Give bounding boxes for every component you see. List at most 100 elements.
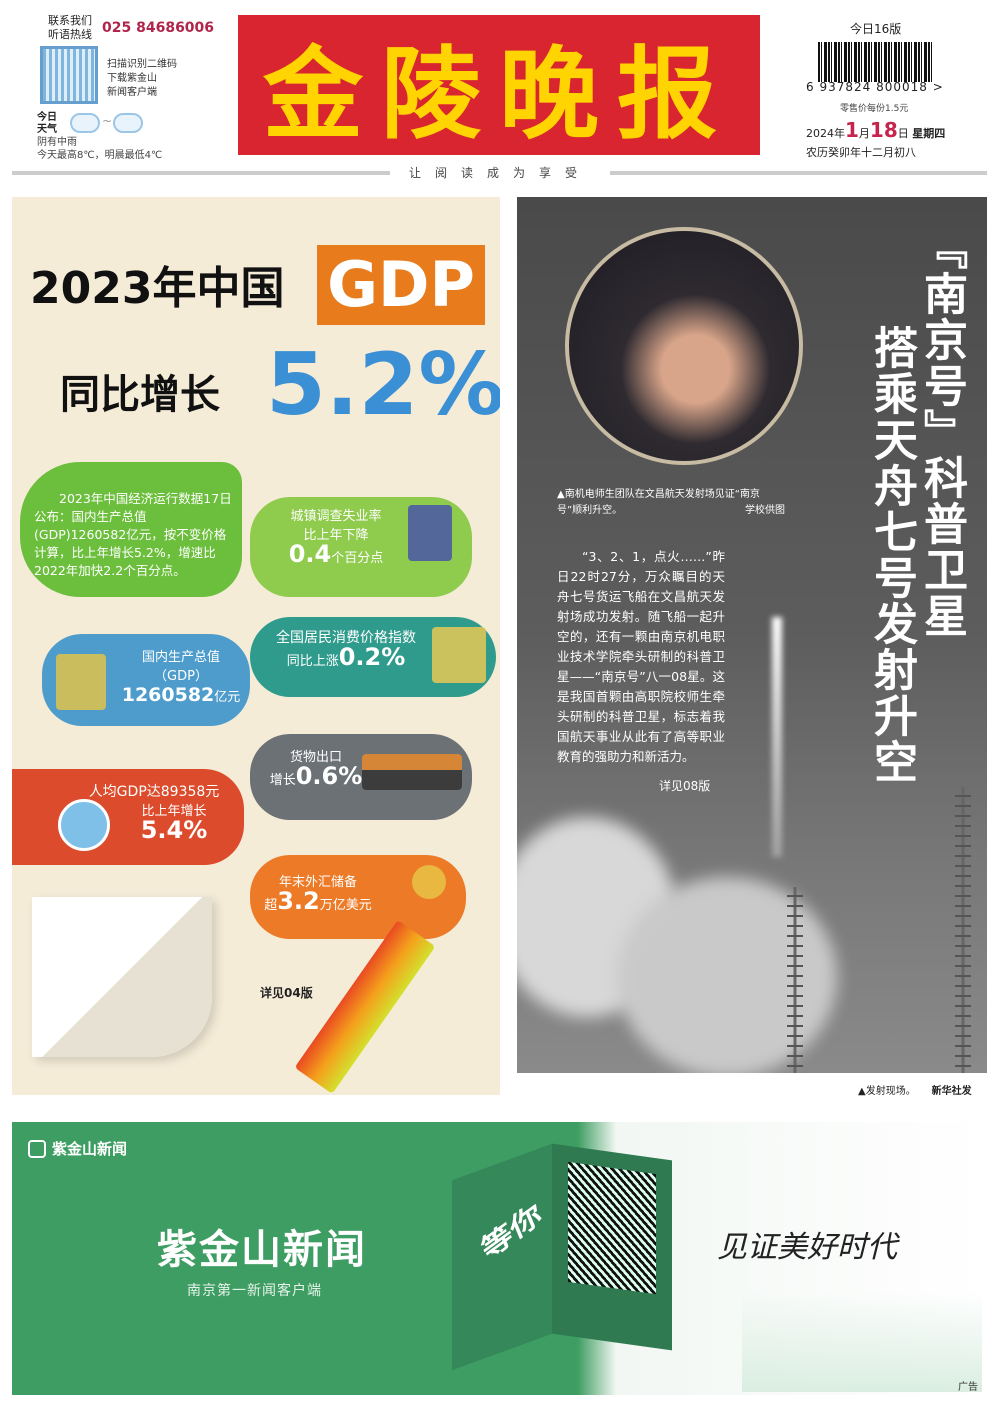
barcode	[818, 42, 934, 82]
lunar-date: 农历癸卯年十二月初八	[806, 146, 916, 159]
barcode-number: 6 937824 800018 >	[806, 80, 944, 94]
price: 零售价每份1.5元	[840, 104, 909, 114]
smoke-cloud	[617, 877, 837, 1073]
gdp-title-badge: GDP	[317, 245, 485, 325]
person-avatar-icon	[58, 799, 110, 851]
gdp-infographic[interactable]: 2023年中国 GDP 同比增长 5.2% 2023年中国经济运行数据17日公布…	[12, 197, 500, 1095]
cube-text: 等你	[477, 1197, 546, 1268]
app-logo-icon	[28, 1139, 46, 1158]
advertisement-banner[interactable]: 紫金山新闻 紫金山新闻 南京第一新闻客户端 等你 见证美好时代 广告	[12, 1122, 987, 1395]
gdp-title: 2023年中国	[30, 263, 285, 314]
cpi-value: 0.2%	[338, 643, 406, 671]
gdp-total-label: 国内生产总值	[141, 650, 220, 665]
per-capita-label2: 比上年增长	[141, 804, 207, 819]
unemployment-value: 0.4	[288, 540, 332, 568]
pencil-icon	[294, 920, 436, 1094]
fx-label: 年末外汇储备	[278, 875, 357, 890]
rocket-plume	[772, 617, 782, 857]
issue-date: 2024年1月18日 星期四	[806, 118, 945, 142]
launch-credit: 新华社发	[931, 1086, 972, 1097]
story-body: “3、2、1，点火……”昨日22时27分，万众瞩目的天舟七号货运飞船在文昌航天发…	[557, 549, 725, 764]
office-worker-icon	[408, 505, 452, 561]
weather-tilde: ~	[102, 114, 113, 128]
coins-calculator-icon	[56, 654, 106, 710]
gold-coin-icon	[412, 865, 446, 899]
edition-count: 今日16版	[850, 22, 902, 36]
qr-text-line: 下载紫金山	[107, 73, 157, 84]
gdp-total-unit: 亿元	[214, 690, 241, 705]
grocery-basket-icon	[432, 627, 486, 683]
gdp-total-label2: （GDP）	[154, 669, 208, 684]
cpi-label: 全国居民消费价格指数	[276, 630, 416, 646]
caption-text: ▲南机电师生团队在文昌航天发射场见证“南京号”顺利升空。	[557, 489, 760, 516]
fx-value: 3.2	[277, 887, 320, 915]
satellite-see-more[interactable]: 详见08版	[659, 779, 711, 793]
hotline-label: 联系我们 听语热线	[48, 14, 92, 41]
unemployment-unit: 个百分点	[331, 551, 384, 566]
hotline-number: 025 84686006	[102, 20, 215, 36]
fx-prefix: 超	[264, 898, 278, 913]
date-month-unit: 月	[858, 127, 870, 140]
cargo-ship-icon	[362, 754, 462, 790]
ad-subtitle: 南京第一新闻客户端	[187, 1283, 322, 1299]
gdp-subtitle: 同比增长	[60, 372, 220, 418]
per-capita-value: 5.4%	[140, 816, 208, 844]
cube-side: 等你	[452, 1143, 552, 1371]
lightning-tower	[955, 787, 971, 1073]
qr-text-line: 扫描识别二维码	[107, 59, 177, 70]
ad-qr-code[interactable]	[568, 1161, 656, 1295]
ad-logo-text: 紫金山新闻	[52, 1140, 128, 1158]
date-day: 18	[869, 118, 898, 142]
per-capita-bubble: 人均GDP达89358元 比上年增长 5.4%	[12, 769, 244, 865]
cube-front	[552, 1143, 672, 1351]
weather-desc: 阴有中雨	[37, 137, 77, 148]
qr-text-line: 新闻客户端	[107, 87, 157, 98]
ad-logo: 紫金山新闻	[28, 1138, 127, 1159]
launch-tower	[787, 887, 803, 1073]
unemployment-label2: 比上年下降	[303, 528, 369, 543]
cpi-prefix: 同比上涨	[286, 654, 339, 669]
exports-value: 0.6%	[295, 762, 363, 790]
gdp-total-bubble: 国内生产总值 （GDP） 1260582亿元	[42, 634, 250, 726]
cpi-text: 全国居民消费价格指数 同比上涨0.2%	[250, 617, 496, 671]
headline-line2: 搭乘天舟七号发射升空	[866, 325, 917, 785]
team-photo-caption: ▲南机电师生团队在文昌航天发射场见证“南京号”顺利升空。 学校供图	[557, 487, 785, 519]
fx-text: 年末外汇储备 超3.2万亿美元	[250, 855, 466, 915]
cloud-icon	[70, 113, 100, 133]
gdp-see-more[interactable]: 详见04版	[260, 986, 313, 1000]
intro-bubble: 2023年中国经济运行数据17日公布：国内生产总值(GDP)1260582亿元，…	[20, 462, 242, 597]
exports-bubble: 货物出口 增长0.6%	[250, 734, 472, 820]
per-capita-label: 人均GDP达89358元	[88, 784, 220, 800]
ad-title: 紫金山新闻	[157, 1227, 367, 1273]
exports-label: 货物出口	[289, 750, 342, 765]
headline-line1: 『南京号』科普卫星	[916, 225, 967, 639]
fx-unit: 万亿美元	[319, 898, 372, 913]
date-month: 1	[845, 118, 859, 142]
masthead: 金陵晚报	[238, 15, 760, 155]
exports-text: 货物出口 增长0.6%	[250, 734, 472, 790]
caption-credit: 学校供图	[745, 505, 785, 516]
app-qr-code[interactable]	[40, 46, 98, 104]
fx-reserve-bubble: 年末外汇储备 超3.2万亿美元	[250, 855, 466, 939]
gdp-growth-figure: 5.2%	[266, 335, 500, 435]
qr-instructions: 扫描识别二维码 下载紫金山 新闻客户端	[107, 58, 177, 100]
unemployment-label: 城镇调查失业率	[290, 509, 382, 524]
per-capita-text: 人均GDP达89358元 比上年增长 5.4%	[12, 769, 244, 844]
unemployment-text: 城镇调查失业率 比上年下降 0.4个百分点	[250, 497, 472, 568]
launch-caption-text: ▲发射现场。	[858, 1086, 916, 1097]
gdp-total-value: 1260582	[121, 684, 215, 706]
rain-cloud-icon	[113, 113, 143, 133]
weather-temp: 今天最高8℃，明晨最低4℃	[37, 150, 163, 161]
ad-label: 广告	[958, 1382, 978, 1393]
masthead-title: 金陵晚报	[263, 34, 735, 153]
date-day-unit: 日	[897, 127, 909, 140]
team-selfie-photo	[565, 227, 803, 465]
cpi-bubble: 全国居民消费价格指数 同比上涨0.2%	[250, 617, 496, 697]
launch-caption: ▲发射现场。 新华社发	[858, 1082, 972, 1097]
gdp-total-text: 国内生产总值 （GDP） 1260582亿元	[42, 634, 250, 707]
date-year: 2024年	[806, 127, 845, 140]
exports-prefix: 增长	[269, 773, 296, 788]
satellite-story-photo[interactable]: 『南京号』科普卫星 搭乘天舟七号发射升空 ▲南机电师生团队在文昌航天发射场见证“…	[517, 197, 987, 1073]
weather-label: 今日 天气	[37, 112, 57, 135]
page-curl-decoration	[32, 897, 212, 1057]
